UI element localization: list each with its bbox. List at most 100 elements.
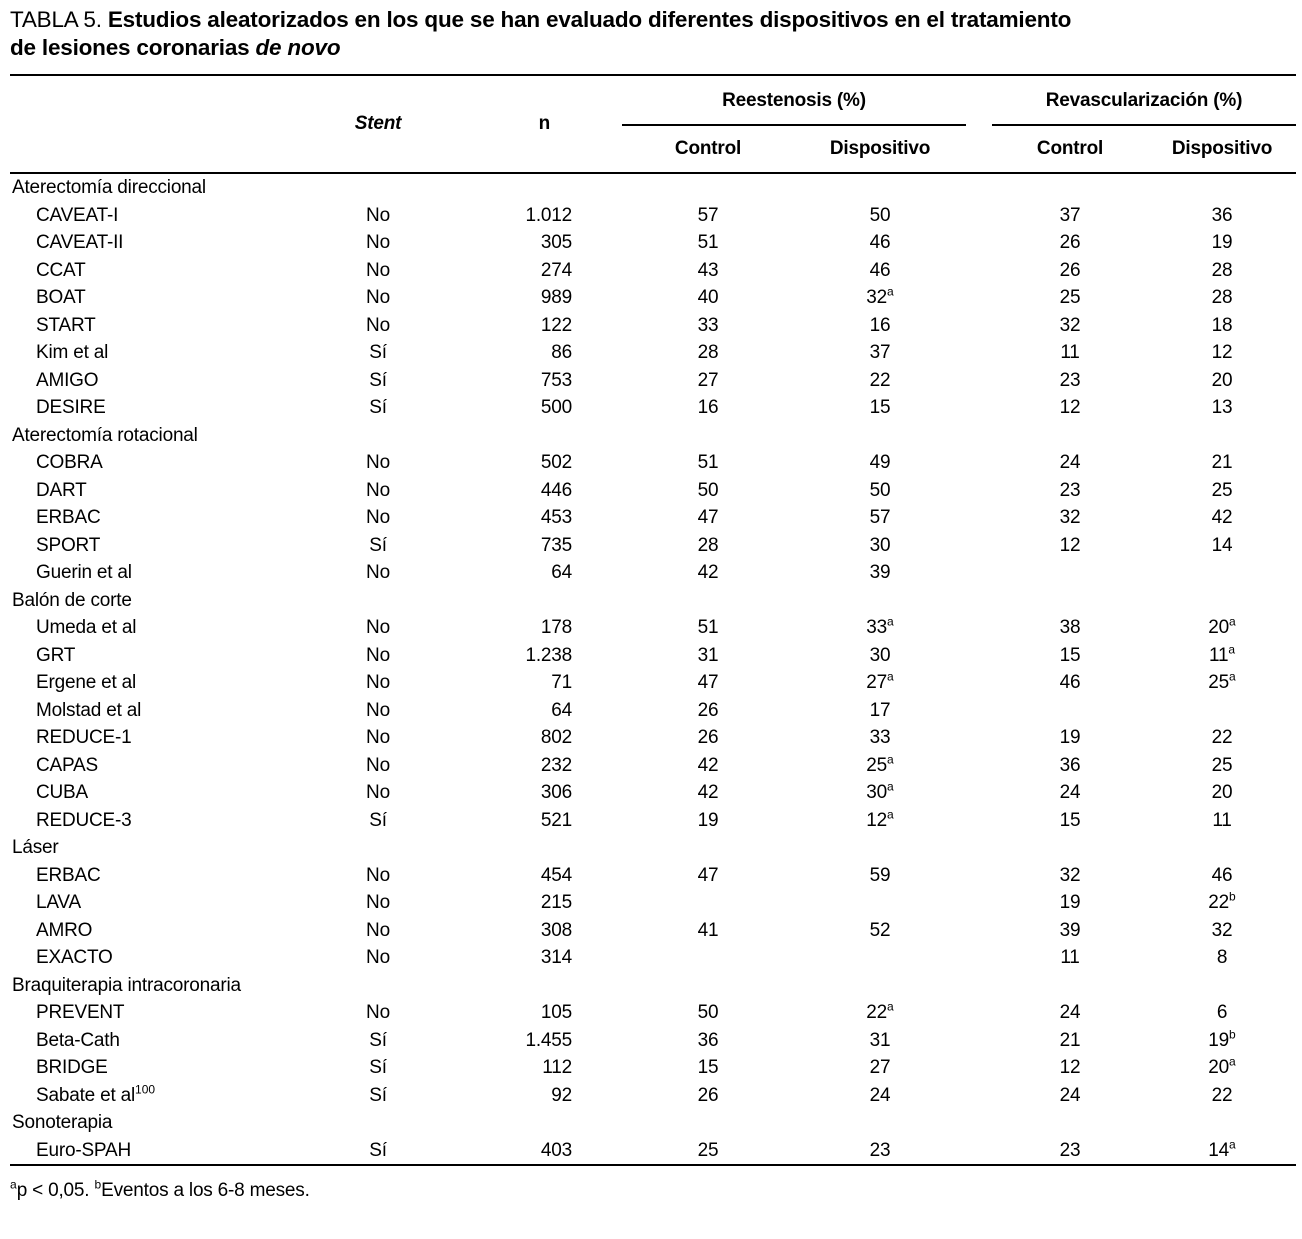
stent-value: Sí: [369, 1139, 387, 1161]
revascularizacion-dispositivo-value: 46: [1211, 864, 1233, 886]
significance-superscript: a: [887, 807, 894, 822]
row-spacer: [574, 1054, 622, 1082]
row-spacer: [966, 504, 992, 532]
reestenosis-control-value: 31: [697, 644, 719, 666]
study-name: REDUCE-1: [36, 727, 132, 748]
revascularizacion-dispositivo-value: 8: [1216, 947, 1228, 968]
reestenosis-control-value: 51: [697, 452, 719, 473]
significance-superscript: a: [1229, 614, 1236, 629]
section-heading: Aterectomía direccional: [12, 177, 206, 198]
study-name: BOAT: [36, 287, 86, 308]
revascularizacion-control-value: [992, 697, 1148, 725]
study-name: GRT: [36, 644, 76, 666]
table-row: Euro-SPAH Sí 403 25 23 23 14a: [10, 1137, 1296, 1166]
section-row: Sonoterapia: [10, 1109, 1296, 1137]
n-value: 64: [551, 699, 572, 721]
stent-value: No: [366, 287, 390, 308]
table-row: Guerin et al No 64 42 39: [10, 559, 1296, 587]
significance-superscript: a: [1229, 669, 1236, 684]
row-spacer: [966, 807, 992, 835]
revascularizacion-control-value: 32: [1059, 314, 1081, 336]
study-name: CCAT: [36, 259, 86, 281]
stent-value: No: [366, 507, 390, 528]
table-footnote: ap < 0,05. bEventos a los 6-8 meses.: [10, 1179, 1294, 1202]
significance-superscript: b: [1229, 889, 1236, 904]
row-spacer: [574, 449, 622, 477]
revascularizacion-dispositivo-value: 25: [1211, 479, 1233, 501]
n-value: 92: [551, 1084, 572, 1106]
study-name: BRIDGE: [36, 1057, 108, 1078]
study-name: Kim et al: [36, 342, 109, 363]
study-name: Beta-Cath: [36, 1029, 120, 1051]
row-spacer: [966, 724, 992, 752]
revascularizacion-dispositivo-value: 25a: [1208, 669, 1236, 693]
revascularizacion-dispositivo-value: 19: [1211, 232, 1233, 253]
stent-value: Sí: [369, 342, 387, 363]
revascularizacion-control-value: 25: [1059, 287, 1081, 308]
section-heading: Láser: [12, 837, 59, 858]
study-name: Guerin et al: [36, 562, 132, 583]
study-name: DART: [36, 479, 87, 501]
study-name: CAVEAT-II: [36, 232, 124, 253]
revascularizacion-control-value: 24: [1059, 452, 1081, 473]
revascularizacion-control-value: 36: [1059, 754, 1081, 776]
row-spacer: [966, 367, 992, 395]
reestenosis-control-value: 28: [697, 342, 719, 363]
col-header-n: n: [538, 113, 551, 134]
study-name: Sabate et al100: [36, 1082, 156, 1106]
study-name: Molstad et al: [36, 699, 142, 721]
col-header-study-empty: [10, 75, 332, 173]
reestenosis-control-value: 50: [697, 1002, 719, 1023]
revascularizacion-control-value: 12: [1059, 534, 1081, 556]
row-spacer: [574, 559, 622, 587]
reestenosis-dispositivo-value: 59: [869, 864, 891, 886]
table-row: REDUCE-3 Sí 521 19 12a 15 11: [10, 807, 1296, 835]
n-value: 122: [540, 314, 572, 336]
stent-value: No: [366, 562, 390, 583]
randomized-studies-table: Stent n Reestenosis (%) Revascularizació…: [10, 74, 1296, 1166]
revascularizacion-control-value: 21: [1059, 1029, 1081, 1051]
n-value: 802: [540, 727, 572, 748]
row-spacer: [966, 477, 992, 505]
revascularizacion-dispositivo-value: 18: [1211, 314, 1233, 336]
n-value: 521: [540, 809, 572, 831]
table-row: CUBA No 306 42 30a 24 20: [10, 779, 1296, 807]
row-spacer: [574, 1027, 622, 1055]
reestenosis-control-value: 28: [697, 534, 719, 556]
row-spacer: [966, 697, 992, 725]
n-value: 64: [551, 562, 572, 583]
section-heading: Balón de corte: [12, 589, 132, 611]
table-row: CAPAS No 232 42 25a 36 25: [10, 752, 1296, 780]
paper-table-figure: TABLA 5. Estudios aleatorizados en los q…: [10, 7, 1296, 1202]
revascularizacion-dispositivo-value: 36: [1211, 204, 1233, 226]
table-row: DART No 446 50 50 23 25: [10, 477, 1296, 505]
stent-value: No: [366, 782, 390, 803]
revascularizacion-control-value: 37: [1059, 204, 1081, 226]
row-spacer: [574, 284, 622, 312]
row-spacer: [574, 1137, 622, 1166]
section-row: Aterectomía direccional: [10, 173, 1296, 202]
row-spacer: [966, 449, 992, 477]
n-value: 314: [540, 947, 572, 968]
col-header-reestenosis-dispositivo: Dispositivo: [829, 138, 931, 159]
reestenosis-dispositivo-value: 27a: [866, 669, 894, 693]
reestenosis-control-value: 26: [697, 699, 719, 721]
significance-superscript: a: [887, 999, 894, 1014]
col-group-reestenosis: Reestenosis (%): [622, 75, 966, 126]
row-spacer: [574, 807, 622, 835]
stent-value: No: [366, 479, 390, 501]
row-spacer: [574, 752, 622, 780]
revascularizacion-control-value: 23: [1059, 369, 1081, 391]
revascularizacion-dispositivo-value: 25: [1211, 754, 1233, 776]
revascularizacion-dispositivo-value: 20a: [1208, 1054, 1236, 1078]
table-row: Umeda et al No 178 51 33a 38 20a: [10, 614, 1296, 642]
row-spacer: [966, 944, 992, 972]
reestenosis-dispositivo-value: 50: [869, 479, 891, 501]
study-name: EXACTO: [36, 947, 113, 968]
study-name: Ergene et al: [36, 672, 137, 693]
table-row: Molstad et al No 64 26 17: [10, 697, 1296, 725]
revascularizacion-control-value: 39: [1059, 919, 1081, 941]
stent-value: No: [366, 1002, 390, 1023]
footnote-text-b: Eventos a los 6-8 meses.: [101, 1180, 310, 1201]
header-spacer: [966, 75, 992, 173]
